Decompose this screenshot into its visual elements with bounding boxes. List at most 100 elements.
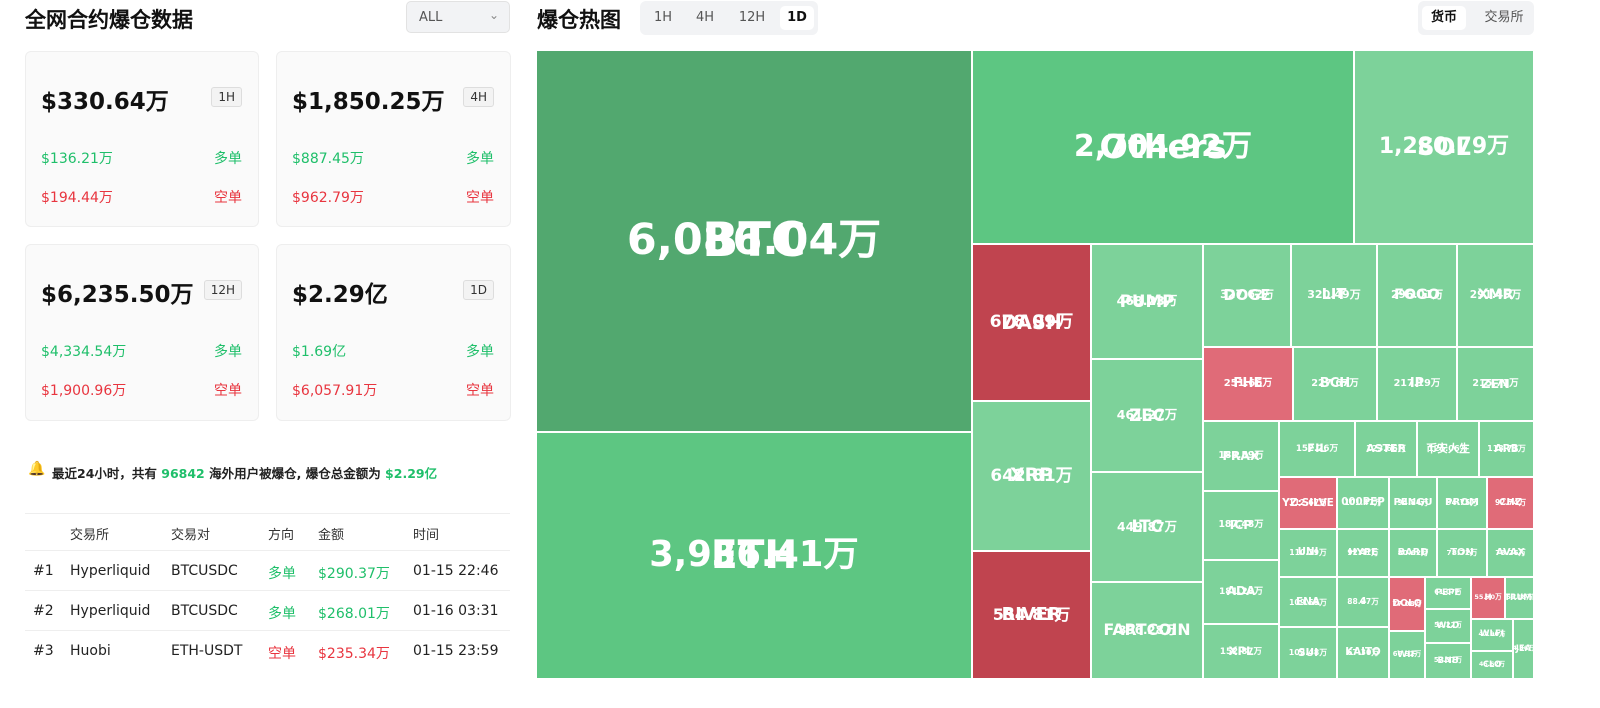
heatmap-tile[interactable]: KAITO 67.30万 — [1338, 628, 1388, 678]
notice-count: 96842 — [161, 466, 210, 481]
tile-name: IP — [1409, 375, 1425, 391]
filter-dropdown[interactable]: ALL ⌄ — [406, 1, 510, 33]
tile-name: YZ:SILVE — [1282, 496, 1334, 509]
tile-value: 102.48万 — [1288, 648, 1328, 658]
heatmap-tile[interactable]: H 55.70万 — [1472, 578, 1504, 618]
heatmap-tile[interactable]: BCH 227.67万 — [1294, 348, 1376, 420]
heatmap-tile[interactable]: HYPE 92.41万 — [1338, 530, 1388, 576]
period-tab[interactable]: 1H — [653, 10, 673, 25]
tile-name: 000PEP — [1341, 496, 1385, 509]
tile-name: TRUMI — [1506, 592, 1533, 603]
tile-name: LTC — [1131, 516, 1163, 536]
heatmap-tile[interactable]: XMR 291.45万 — [1458, 245, 1533, 346]
heatmap-tile[interactable]: FOGO 296.01万 — [1378, 245, 1456, 346]
heatmap-tile[interactable]: RIVER 554.81万 — [973, 552, 1090, 678]
short-label: 空单 — [214, 383, 242, 399]
heatmap-tile[interactable]: FIL 152.26万 — [1280, 422, 1354, 476]
tile-value: 6,086.04万 — [626, 215, 882, 266]
heatmap-tile[interactable]: ZEC 461.27万 — [1092, 360, 1202, 471]
tile-name: ENA — [1296, 596, 1320, 608]
heatmap-tile[interactable]: PEPE 61.07万 — [1426, 578, 1470, 608]
tile-value: 123.66万 — [1366, 443, 1406, 454]
tile-value: 449.87万 — [1117, 519, 1177, 534]
table-cell: $235.34万 — [318, 646, 390, 662]
tile-value: 152.87万 — [1219, 646, 1263, 657]
heatmap-tile[interactable]: ETH 3,936.41万 — [537, 433, 971, 678]
heatmap-tile[interactable]: FARTCOIN 396.28万 — [1092, 583, 1202, 678]
period-tab[interactable]: 12H — [738, 10, 766, 25]
heatmap-tile[interactable]: PUMP 468.23万 — [1092, 245, 1202, 358]
heatmap-tile[interactable]: ZEN 215.71万 — [1458, 348, 1533, 420]
period-tab[interactable]: 4H — [695, 10, 715, 25]
heatmap-tile[interactable]: SUI 102.48万 — [1280, 628, 1336, 678]
heatmap-tile[interactable]: FRAX 188.59万 — [1204, 422, 1278, 490]
tile-value: 92.74万 — [1494, 497, 1527, 507]
tile-name: BNB — [1437, 655, 1459, 666]
heatmap-tile[interactable]: ARB 113.71万 — [1480, 422, 1533, 476]
table-cell: $290.37万 — [318, 566, 390, 582]
view-tab[interactable]: 货币 — [1422, 6, 1466, 30]
heatmap-tile[interactable]: BNB 57.37万 — [1426, 644, 1470, 678]
heatmap-tile[interactable]: BARD 80.62万 — [1390, 530, 1436, 576]
tile-name: FOGO — [1394, 287, 1440, 304]
period-tab[interactable]: 1D — [780, 6, 814, 30]
heatmap-tile[interactable]: ASTER 123.66万 — [1356, 422, 1416, 476]
title: 全网合约爆仓数据 — [25, 8, 193, 32]
tile-name: KAITO — [1345, 646, 1381, 659]
heatmap-tile[interactable]: FHE 251.66万 — [1204, 348, 1292, 420]
heatmap-tile[interactable]: ENA 109.55万 — [1280, 578, 1336, 626]
long-amount: $136.21万 — [41, 151, 113, 167]
tile-name: CHZ — [1499, 497, 1522, 509]
heatmap-tile[interactable]: TRUMI 50.18万 — [1506, 578, 1533, 618]
heatmap-tile[interactable]: 4 88.97万 — [1338, 578, 1388, 626]
period-badge: 1H — [211, 87, 242, 107]
heatmap-tile[interactable]: ICP 187.48万 — [1204, 492, 1278, 559]
heatmap-tile[interactable]: WIF 66.92万 — [1390, 632, 1424, 678]
heatmap-tile[interactable]: WLFI 47.90万 — [1472, 620, 1512, 650]
short-label: 空单 — [214, 190, 242, 206]
notice: 最近24小时，共有 96842 海外用户被爆仓, 爆仓总金额为 $2.29亿 — [52, 463, 437, 482]
heatmap-tile[interactable]: DASH 678.09万 — [973, 245, 1090, 400]
heatmap-title: 爆仓热图 — [537, 8, 621, 32]
heatmap-tile[interactable]: SOL 1,280.79万 — [1355, 51, 1533, 243]
tile-name: CLO — [1482, 659, 1502, 670]
tile-name: FIL — [1307, 441, 1327, 456]
heatmap-tile[interactable]: 币安人生 121.06万 — [1418, 422, 1478, 476]
view-tab[interactable]: 交易所 — [1484, 10, 1524, 25]
tile-name: ASTER — [1366, 441, 1406, 455]
heatmap-tile[interactable]: XPL 152.87万 — [1204, 625, 1278, 678]
heatmap-tile[interactable]: LIT 320.49万 — [1292, 245, 1376, 346]
heatmap-tile[interactable]: CLO 46.62万 — [1472, 652, 1512, 678]
heatmap-tile[interactable]: Others 2,704.92万 — [973, 51, 1353, 243]
heatmap-tile[interactable]: AVAX 78.26万 — [1488, 530, 1533, 576]
stat-card: $330.64万 1H $136.21万 多单 $194.44万 空单 — [25, 51, 259, 227]
heatmap-tile[interactable]: ADA 181.28万 — [1204, 561, 1278, 623]
tile-name: BCH — [1319, 376, 1351, 392]
heatmap-tile[interactable]: XRP 642.81万 — [973, 402, 1090, 550]
heatmap-tile[interactable]: JEA 4.36万 — [1514, 620, 1533, 678]
heatmap-tile[interactable]: YZ:SILVE 112.67万 — [1280, 478, 1336, 528]
heatmap-tile[interactable]: LTC 449.87万 — [1092, 473, 1202, 581]
table-cell: 空单 — [268, 646, 296, 662]
heatmap-tile[interactable]: CHZ 92.74万 — [1488, 478, 1533, 528]
tile-value: 78.26万 — [1495, 547, 1526, 557]
tile-name: FHE — [1233, 376, 1263, 392]
heatmap-tile[interactable]: 000PEP 101.47万 — [1338, 478, 1388, 528]
heatmap-tile[interactable]: DOGE 327.62万 — [1204, 245, 1290, 346]
heatmap-tile[interactable]: WLD 58.22万 — [1426, 610, 1470, 642]
heatmap-tile[interactable]: BTC 6,086.04万 — [537, 51, 971, 431]
tile-value: 57.37万 — [1433, 656, 1463, 665]
tile-name: ARB — [1494, 441, 1519, 455]
tile-value: 187.48万 — [1218, 519, 1264, 531]
heatmap-tile[interactable]: UNI 110.29万 — [1280, 530, 1336, 576]
heatmap-tile[interactable]: DOLO 77.08万 — [1390, 578, 1424, 630]
heatmap-tile[interactable]: TON 78.72万 — [1438, 530, 1486, 576]
heatmap-tile[interactable]: PROM 94.75万 — [1438, 478, 1486, 528]
period-badge: 4H — [463, 87, 494, 107]
heatmap-tile[interactable]: IP 217.19万 — [1378, 348, 1456, 420]
long-label: 多单 — [214, 344, 242, 360]
heatmap-tile[interactable]: PENGU 94.84万 — [1390, 478, 1436, 528]
tile-value: 217.19万 — [1393, 378, 1441, 390]
tile-name: PROM — [1445, 497, 1479, 509]
